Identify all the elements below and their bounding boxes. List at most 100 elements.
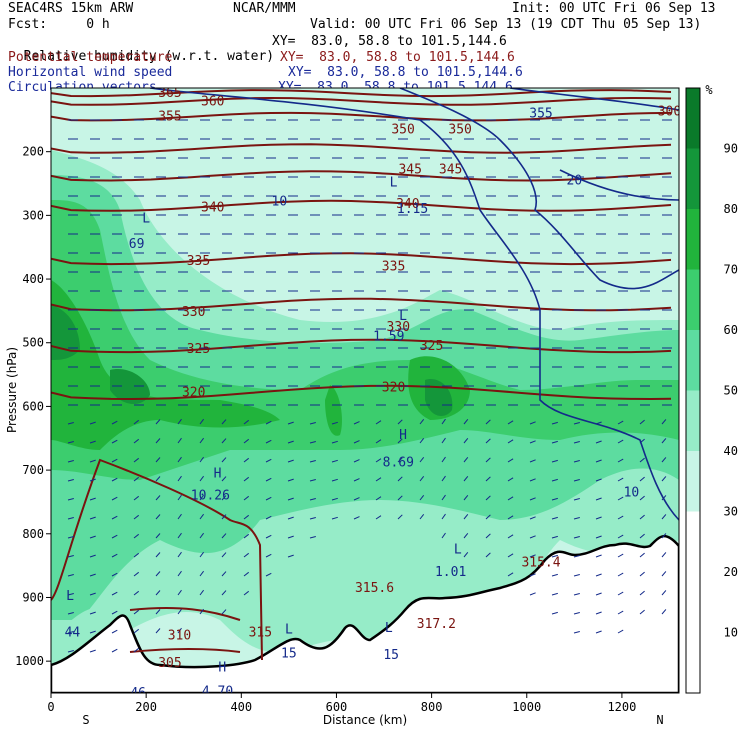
circulation-vector [639,533,645,539]
circulation-vector [353,516,360,520]
circulation-vector [595,611,602,615]
circulation-vector [265,515,272,520]
circulation-vector [419,475,425,482]
wind-label: 8.69 [383,455,414,470]
wind-label: 1.15 [397,202,428,217]
circulation-vector [265,420,272,425]
wind-label: 10 [624,485,640,500]
circulation-vector [375,420,382,425]
circulation-vector [507,477,514,482]
circulation-vector [419,437,425,444]
colorbar-label: 10 [724,626,738,640]
circulation-vector [639,552,645,558]
circulation-vector [221,571,227,577]
circulation-vector [243,590,250,596]
circulation-vector [551,440,558,444]
circulation-vector [177,551,182,558]
circulation-vector [67,574,74,577]
circulation-vector [133,628,140,634]
colorbar-label: 80 [724,202,738,216]
circulation-vector [639,514,645,520]
circulation-vector [353,459,360,463]
plot-frame [50,87,680,694]
circulation-vector [573,498,580,501]
circulation-vector [639,457,645,463]
circulation-vector [441,494,446,501]
theta-label: 315 [249,626,272,641]
theta-label: 330 [182,305,205,320]
circulation-vector [111,420,118,425]
circulation-vector [89,497,96,501]
circulation-vector [397,476,403,482]
circulation-vector [485,514,491,520]
circulation-vector [243,533,250,539]
circulation-vector [89,421,96,425]
circulation-vector [133,514,140,520]
circulation-vector [551,516,558,520]
circulation-vector [133,438,140,444]
circulation-vector [397,438,403,444]
wind-label: 15 [281,647,297,662]
circulation-vector [177,456,182,463]
circulation-vector [243,457,250,463]
theta-label: 315.6 [355,581,394,596]
circulation-vector [89,516,96,520]
colorbar-unit: % [705,83,713,97]
rh-region [51,305,80,360]
header-org: NCAR/MMM [233,1,296,16]
circulation-vector [155,571,161,577]
colorbar-label: 70 [724,263,738,277]
circulation-vector [375,496,382,501]
circulation-vector [507,534,514,539]
circulation-vector [595,592,602,596]
colorbar-label: 50 [724,384,738,398]
circulation-vector [111,610,118,615]
circulation-vector [551,592,558,596]
circulation-vector [463,551,469,558]
circulation-vector [529,535,536,539]
circulation-vector [485,552,491,558]
circulation-vector [133,419,140,425]
circulation-vector [243,571,250,577]
circulation-vector [617,629,624,634]
circulation-vector [551,478,558,482]
circulation-vector [309,479,316,482]
circulation-vector [617,515,624,520]
circulation-vector [485,476,491,482]
circulation-vector [639,495,645,501]
theta-label: 317.2 [417,617,456,632]
circulation-vector [661,609,667,615]
colorbar-segment [686,390,700,451]
circulation-vector [529,421,536,425]
theta-label: 310 [168,629,191,644]
circulation-vector [507,515,514,520]
field-name: Relative humidity (w.r.t. water) [23,49,275,64]
circulation-vector [595,459,602,463]
circulation-vector [551,573,558,577]
circulation-vector [529,478,536,482]
circulation-vector [155,590,161,596]
circulation-vector [661,552,667,558]
circulation-vector [177,494,182,501]
circulation-vector [441,418,446,425]
y-tick-label: 300 [22,208,44,222]
y-tick-label: 400 [22,272,44,286]
circulation-vector [155,514,161,520]
circulation-vector [617,420,624,425]
colorbar-label: 40 [724,444,738,458]
circulation-vector [67,593,74,596]
x-end-label-north: N [656,713,663,727]
circulation-vector [221,419,227,425]
circulation-vector [199,532,205,539]
circulation-vector [617,591,624,596]
circulation-vector [331,440,338,444]
circulation-vector [639,590,645,596]
circulation-vector [133,533,140,539]
circulation-vector [111,591,118,596]
circulation-vector [177,513,182,520]
circulation-vector [353,478,360,482]
x-tick-label: 1000 [512,700,541,714]
circulation-vector [661,495,667,501]
circulation-vector [507,458,514,463]
circulation-vector [309,460,316,463]
